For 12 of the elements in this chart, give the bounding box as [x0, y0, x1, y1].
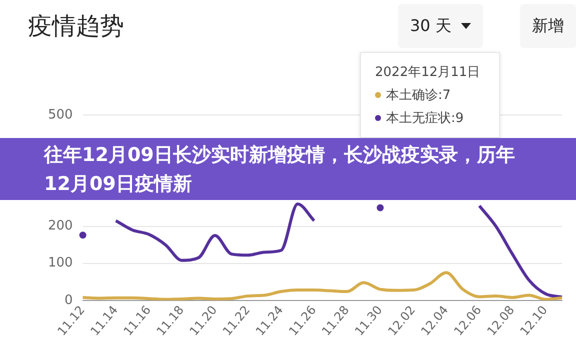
- text: 本土确诊:7: [385, 87, 452, 104]
- text: 新增: [520, 4, 576, 48]
- line-series: [81, 271, 564, 300]
- caption-banner: 往年12月09日长沙实时新增疫情，长沙战疫实录，历年12月09日疫情新: [0, 138, 576, 200]
- y-tick-label: 500: [48, 107, 73, 122]
- annotation: 本土无症状:9: [385, 110, 465, 127]
- y-tick-label: 100: [48, 256, 73, 271]
- y-tick-label: 200: [48, 218, 73, 234]
- chart-title: 疫情趋势: [28, 11, 124, 42]
- text: 30 天: [410, 16, 452, 36]
- text: 2022年12月11日: [375, 64, 482, 81]
- y-tick-label: 0: [64, 292, 73, 308]
